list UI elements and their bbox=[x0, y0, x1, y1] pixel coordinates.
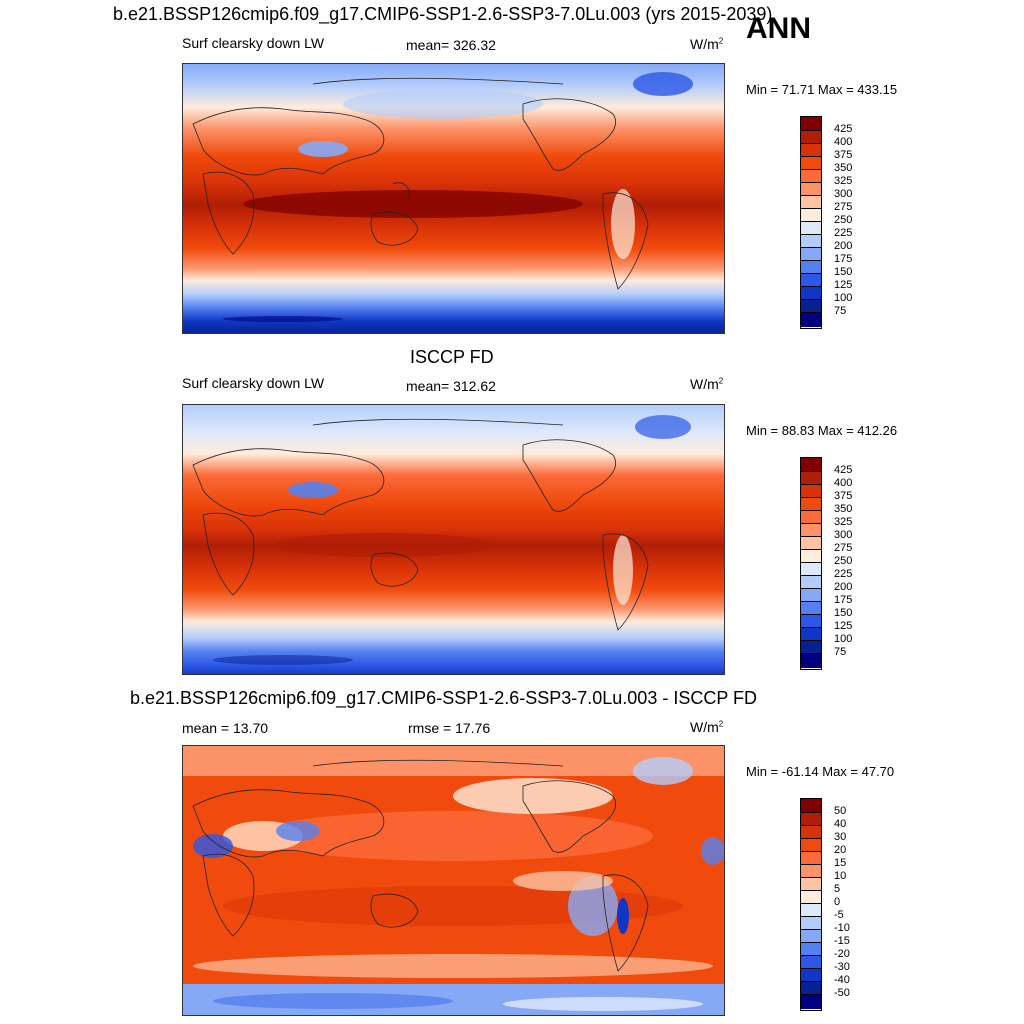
panel2-cbar-label: 175 bbox=[834, 594, 853, 606]
panel1-map-field bbox=[183, 64, 724, 333]
panel3-cbar-label: -30 bbox=[834, 961, 850, 973]
panel3-cbar-label: 15 bbox=[834, 857, 847, 869]
panel1-colorbar bbox=[800, 116, 822, 329]
panel3-cbar-label: 30 bbox=[834, 831, 847, 843]
panel3-rmse-label: rmse = 17.76 bbox=[408, 720, 491, 736]
panel3-cbar-label: 10 bbox=[834, 870, 847, 882]
panel2-map bbox=[182, 404, 725, 675]
panel3-colorbar bbox=[800, 798, 822, 1011]
panel2-minmax: Min = 88.83 Max = 412.26 bbox=[746, 423, 898, 438]
panel2-cbar-label: 125 bbox=[834, 620, 853, 632]
panel1-minmax: Min = 71.71 Max = 433.15 bbox=[746, 82, 898, 97]
panel2-cbar-label: 250 bbox=[834, 555, 853, 567]
panel1-cbar-label: 300 bbox=[834, 188, 853, 200]
panel2-units: W/m2 bbox=[690, 376, 724, 392]
panel2-title: ISCCP FD bbox=[410, 347, 494, 367]
panel2-cbar-label: 375 bbox=[834, 490, 853, 502]
panel3-cbar-label: -15 bbox=[834, 935, 850, 947]
panel1-cbar-label: 325 bbox=[834, 175, 853, 187]
panel1-cbar-label: 250 bbox=[834, 214, 853, 226]
panel1-variable-label: Surf clearsky down LW bbox=[182, 35, 325, 51]
panel1-mean-label: mean= 326.32 bbox=[406, 37, 496, 53]
panel2-cbar-label: 75 bbox=[834, 646, 847, 658]
panel2-mean-label: mean= 312.62 bbox=[406, 378, 496, 394]
panel2-variable-label: Surf clearsky down LW bbox=[182, 375, 325, 391]
panel2-map-field bbox=[183, 405, 724, 674]
panel2-cbar-label: 275 bbox=[834, 542, 853, 554]
panel1-cbar-label: 275 bbox=[834, 201, 853, 213]
panel3-cbar-label: 50 bbox=[834, 805, 847, 817]
panel3-map-field bbox=[183, 746, 724, 1015]
panel1-cbar-label: 150 bbox=[834, 266, 853, 278]
panel1-units: W/m2 bbox=[690, 36, 724, 52]
panel1-cbar-label: 350 bbox=[834, 162, 853, 174]
panel1-cbar-label: 100 bbox=[834, 292, 853, 304]
panel2-colorbar bbox=[800, 457, 822, 670]
panel3-cbar-label: -5 bbox=[834, 909, 844, 921]
panel3-cbar-label: 0 bbox=[834, 896, 841, 908]
panel3-cbar-label: -10 bbox=[834, 922, 850, 934]
panel3-cbar-label: -50 bbox=[834, 987, 850, 999]
panel2-cbar-label: 425 bbox=[834, 464, 853, 476]
panel1-cbar-label: 375 bbox=[834, 149, 853, 161]
panel3-units: W/m2 bbox=[690, 719, 724, 735]
panel2-cbar-label: 150 bbox=[834, 607, 853, 619]
panel3-title: b.e21.BSSP126cmip6.f09_g17.CMIP6-SSP1-2.… bbox=[130, 688, 758, 708]
panel2-cbar-label: 350 bbox=[834, 503, 853, 515]
panel3-mean-label: mean = 13.70 bbox=[182, 720, 269, 736]
panel1-title: b.e21.BSSP126cmip6.f09_g17.CMIP6-SSP1-2.… bbox=[113, 4, 773, 24]
panel3-cbar-label: -40 bbox=[834, 974, 850, 986]
panel2-cbar-label: 200 bbox=[834, 581, 853, 593]
panel1-cbar-label: 75 bbox=[834, 305, 847, 317]
panel3-minmax: Min = -61.14 Max = 47.70 bbox=[746, 764, 895, 779]
panel2-cbar-label: 100 bbox=[834, 633, 853, 645]
panel2-cbar-label: 325 bbox=[834, 516, 853, 528]
panel2-cbar-label: 300 bbox=[834, 529, 853, 541]
panel1-cbar-label: 125 bbox=[834, 279, 853, 291]
panel1-cbar-label: 175 bbox=[834, 253, 853, 265]
panel2-cbar-label: 225 bbox=[834, 568, 853, 580]
panel1-cbar-label: 425 bbox=[834, 123, 853, 135]
panel1-cbar-label: 200 bbox=[834, 240, 853, 252]
panel3-cbar-label: 5 bbox=[834, 883, 841, 895]
panel3-map bbox=[182, 745, 725, 1016]
panel3-cbar-label: 20 bbox=[834, 844, 847, 856]
panel2-cbar-label: 400 bbox=[834, 477, 853, 489]
panel1-map bbox=[182, 63, 725, 334]
panel3-cbar-label: -20 bbox=[834, 948, 850, 960]
panel3-cbar-label: 40 bbox=[834, 818, 847, 830]
panel1-cbar-label: 225 bbox=[834, 227, 853, 239]
panel1-cbar-label: 400 bbox=[834, 136, 853, 148]
season-label: ANN bbox=[746, 12, 811, 45]
